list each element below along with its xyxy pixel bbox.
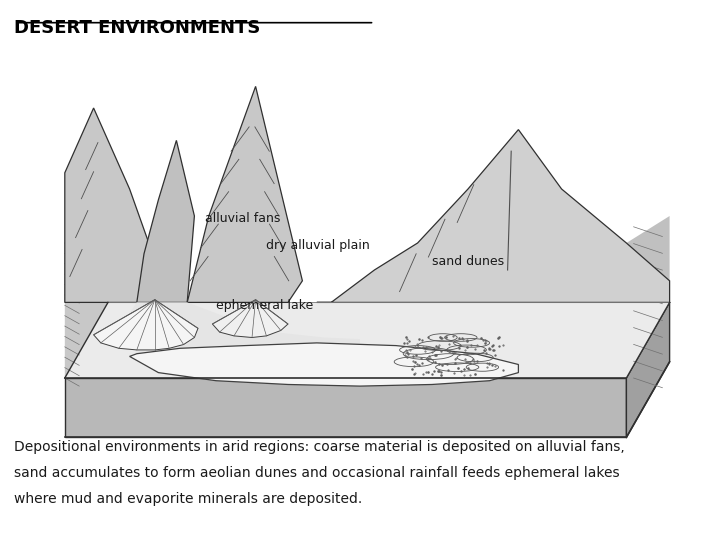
Polygon shape: [65, 378, 626, 437]
Polygon shape: [65, 216, 108, 378]
Polygon shape: [626, 216, 670, 378]
Polygon shape: [137, 140, 194, 302]
Text: sand accumulates to form aeolian dunes and occasional rainfall feeds ephemeral l: sand accumulates to form aeolian dunes a…: [14, 466, 620, 480]
Polygon shape: [94, 300, 198, 350]
Polygon shape: [130, 343, 518, 386]
Polygon shape: [317, 130, 670, 302]
Text: where mud and evaporite minerals are deposited.: where mud and evaporite minerals are dep…: [14, 492, 363, 506]
Text: ephemeral lake: ephemeral lake: [216, 299, 313, 312]
Text: sand dunes: sand dunes: [432, 255, 504, 268]
Polygon shape: [212, 300, 288, 338]
Text: Depositional environments in arid regions: coarse material is deposited on alluv: Depositional environments in arid region…: [14, 440, 625, 454]
Text: dry alluvial plain: dry alluvial plain: [266, 239, 370, 252]
Text: DESERT ENVIRONMENTS: DESERT ENVIRONMENTS: [14, 19, 261, 37]
Polygon shape: [122, 302, 360, 354]
Text: alluvial fans: alluvial fans: [205, 212, 281, 225]
Polygon shape: [65, 302, 670, 378]
Polygon shape: [65, 302, 670, 378]
Polygon shape: [187, 86, 302, 302]
Polygon shape: [626, 302, 670, 437]
Polygon shape: [65, 108, 158, 302]
